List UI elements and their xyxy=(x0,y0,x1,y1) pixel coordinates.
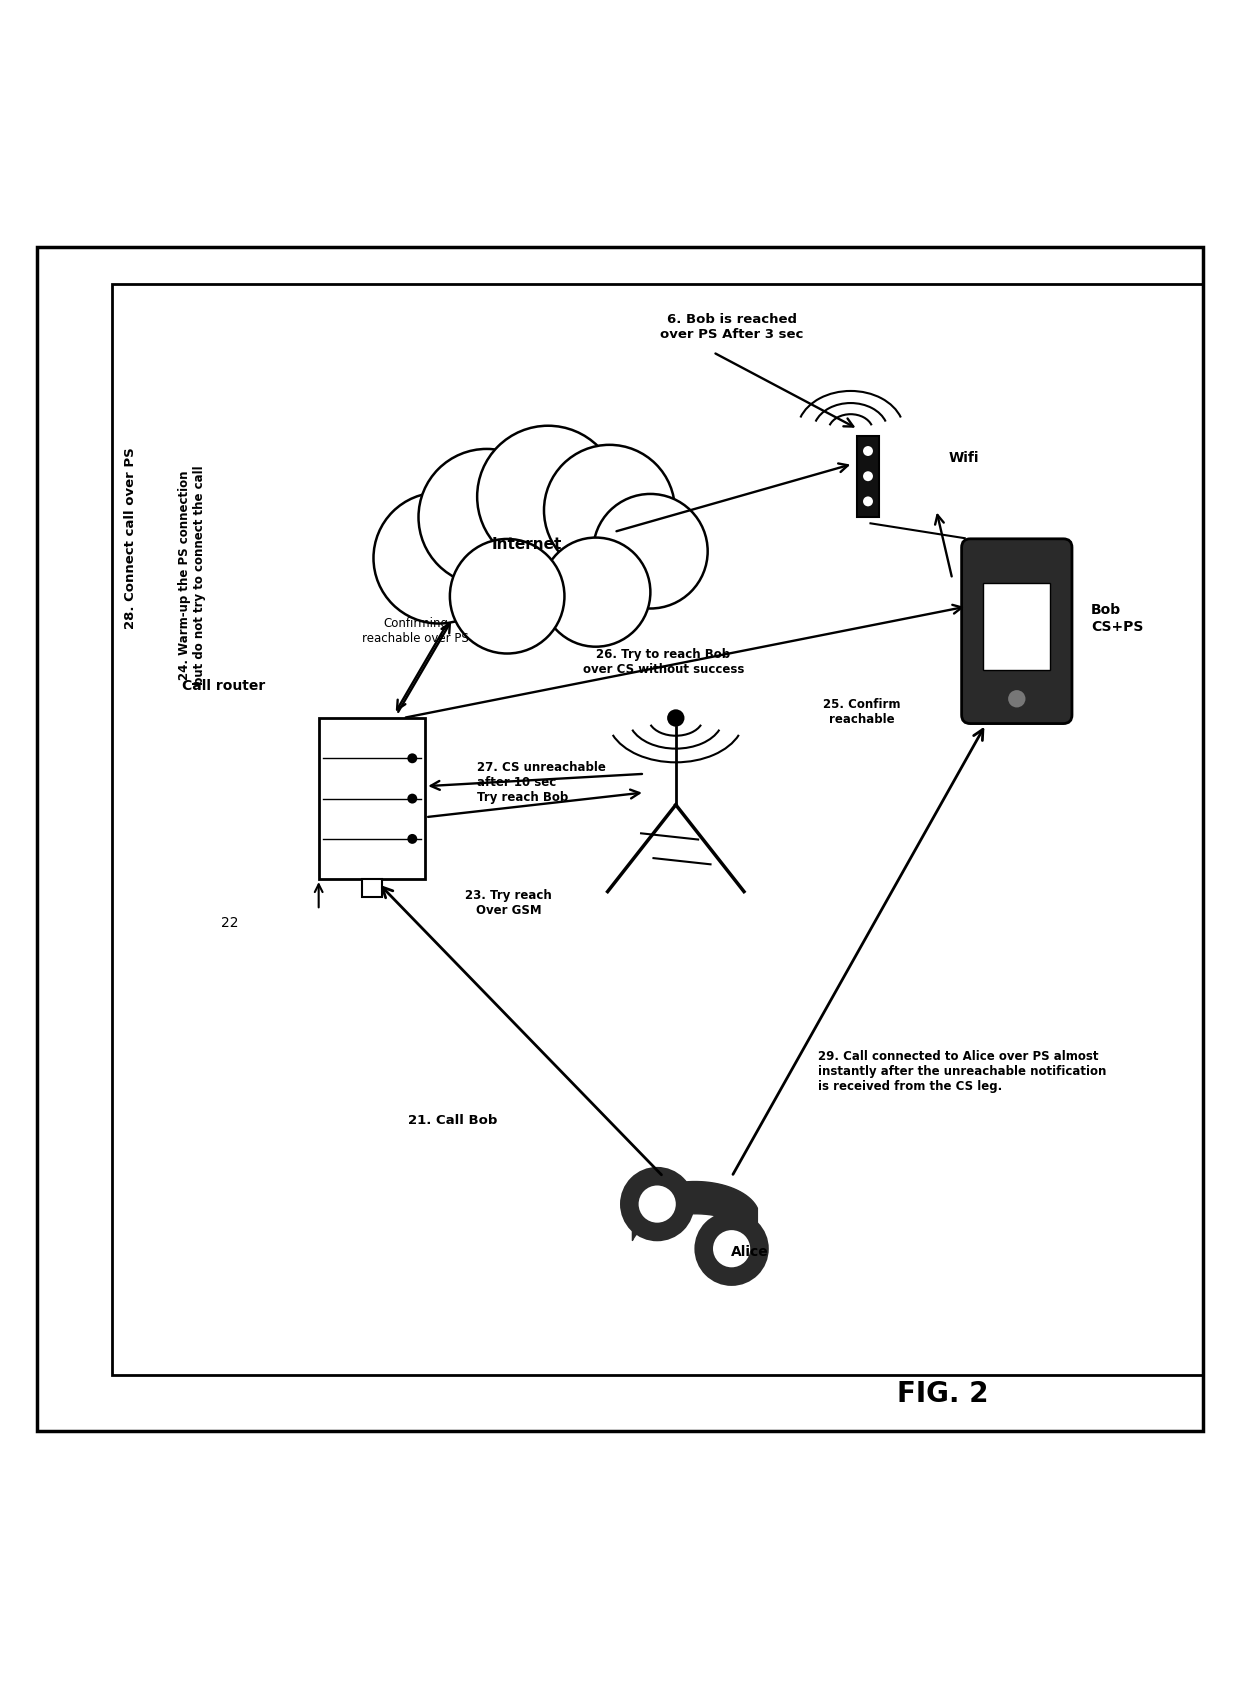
Circle shape xyxy=(863,446,873,456)
Bar xyxy=(857,436,879,517)
Text: Wifi: Wifi xyxy=(949,451,980,465)
Text: 28. Connect call over PS: 28. Connect call over PS xyxy=(124,448,136,630)
Circle shape xyxy=(418,450,556,586)
Circle shape xyxy=(694,1211,769,1287)
Text: FIG. 2: FIG. 2 xyxy=(897,1379,988,1408)
Text: 6. Bob is reached
over PS After 3 sec: 6. Bob is reached over PS After 3 sec xyxy=(660,313,804,342)
Text: Call router: Call router xyxy=(181,679,265,694)
Circle shape xyxy=(407,793,417,803)
Text: 21. Call Bob: 21. Call Bob xyxy=(408,1115,497,1128)
Text: 24. Warm-up the PS connection
but do not try to connect the call: 24. Warm-up the PS connection but do not… xyxy=(179,465,206,685)
Circle shape xyxy=(593,493,708,608)
Circle shape xyxy=(1008,690,1025,707)
Text: 22: 22 xyxy=(221,916,238,930)
Text: 29. Call connected to Alice over PS almost
instantly after the unreachable notif: 29. Call connected to Alice over PS almo… xyxy=(818,1049,1107,1093)
Circle shape xyxy=(450,539,564,653)
Circle shape xyxy=(620,1167,694,1241)
Circle shape xyxy=(667,709,684,727)
Bar xyxy=(362,879,382,896)
Circle shape xyxy=(373,492,505,623)
Text: Alice: Alice xyxy=(732,1244,769,1260)
Text: Confirming
reachable over PS: Confirming reachable over PS xyxy=(362,618,469,645)
Text: 26. Try to reach Bob
over CS without success: 26. Try to reach Bob over CS without suc… xyxy=(583,648,744,677)
Circle shape xyxy=(407,753,417,763)
Text: Internet: Internet xyxy=(492,537,562,552)
Circle shape xyxy=(541,537,650,647)
Text: Bob
CS+PS: Bob CS+PS xyxy=(1091,603,1143,635)
Bar xyxy=(983,583,1050,670)
Circle shape xyxy=(863,472,873,482)
Bar xyxy=(320,717,424,879)
Circle shape xyxy=(639,1186,676,1223)
Text: 25. Confirm
reachable: 25. Confirm reachable xyxy=(823,697,900,726)
Text: 27. CS unreachable
after 10 sec
Try reach Bob: 27. CS unreachable after 10 sec Try reac… xyxy=(477,761,606,803)
FancyBboxPatch shape xyxy=(962,539,1071,724)
Circle shape xyxy=(544,445,675,576)
Circle shape xyxy=(863,497,873,507)
Circle shape xyxy=(713,1229,750,1268)
Text: 23. Try reach
Over GSM: 23. Try reach Over GSM xyxy=(465,889,552,918)
Circle shape xyxy=(407,834,417,844)
Bar xyxy=(398,537,657,620)
Bar xyxy=(112,285,1203,1376)
Circle shape xyxy=(477,426,619,568)
